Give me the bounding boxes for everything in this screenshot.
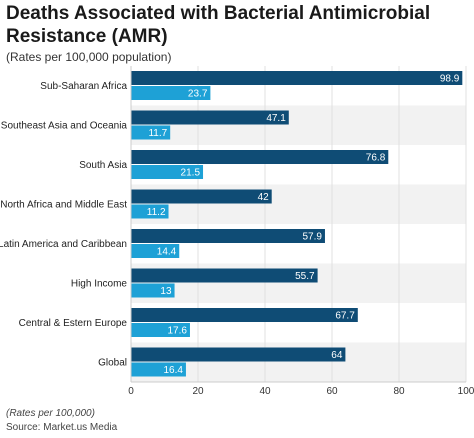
data-label: 23.7 <box>188 89 208 100</box>
bar <box>131 189 272 204</box>
data-label: 67.7 <box>335 311 355 322</box>
bar <box>131 283 175 298</box>
bar <box>131 323 190 337</box>
x-tick-label: 100 <box>458 386 474 397</box>
data-label: 42 <box>258 192 270 203</box>
bar <box>131 244 180 258</box>
category-label: Global <box>98 357 127 368</box>
data-label: 13 <box>160 286 172 297</box>
x-tick-label: 0 <box>128 386 134 397</box>
data-label: 17.6 <box>167 326 187 337</box>
bar <box>131 110 289 125</box>
data-label: 21.5 <box>181 168 201 179</box>
category-label: North Africa and Middle East <box>0 199 127 210</box>
chart-subtitle: (Rates per 100,000 population) <box>6 50 172 64</box>
data-label: 76.8 <box>366 153 386 164</box>
data-label: 57.9 <box>302 232 322 243</box>
x-tick-label: 40 <box>259 386 271 397</box>
chart-title: Deaths Associated with Bacterial Antimic… <box>6 3 431 47</box>
data-label: 14.4 <box>157 247 177 258</box>
bar-chart: 98.9 23.7 Sub-Saharan Africa 47.1 11.7 Southe… <box>0 66 474 397</box>
category-label: Southeast Asia and Oceania <box>1 120 128 131</box>
bar <box>131 308 358 322</box>
category-label: High Income <box>71 278 128 289</box>
bar <box>131 204 169 219</box>
category-label: Latin America and Caribbean <box>0 239 127 250</box>
category-label: Central & Estern Europe <box>19 318 128 329</box>
data-label: 11.2 <box>147 207 166 218</box>
data-label: 64 <box>331 350 343 361</box>
x-tick-label: 20 <box>192 386 204 397</box>
bar <box>131 268 318 283</box>
data-label: 16.4 <box>163 365 183 376</box>
data-label: 98.9 <box>440 74 460 85</box>
category-label: Sub-Saharan Africa <box>40 81 127 92</box>
bar <box>131 86 211 100</box>
data-label: 11.7 <box>148 128 167 139</box>
x-tick-label: 80 <box>393 386 405 397</box>
category-label: South Asia <box>79 160 127 171</box>
footnote-units: (Rates per 100,000) <box>6 408 95 419</box>
bar <box>131 347 346 362</box>
data-label: 47.1 <box>266 113 286 124</box>
data-label: 55.7 <box>295 271 315 282</box>
bar <box>131 362 186 377</box>
bar <box>131 71 463 85</box>
footnote-source: Source: Market.us Media <box>6 422 118 433</box>
bar <box>131 229 325 243</box>
bar <box>131 150 389 164</box>
bar <box>131 125 171 140</box>
bar <box>131 165 204 179</box>
x-tick-label: 60 <box>326 386 338 397</box>
